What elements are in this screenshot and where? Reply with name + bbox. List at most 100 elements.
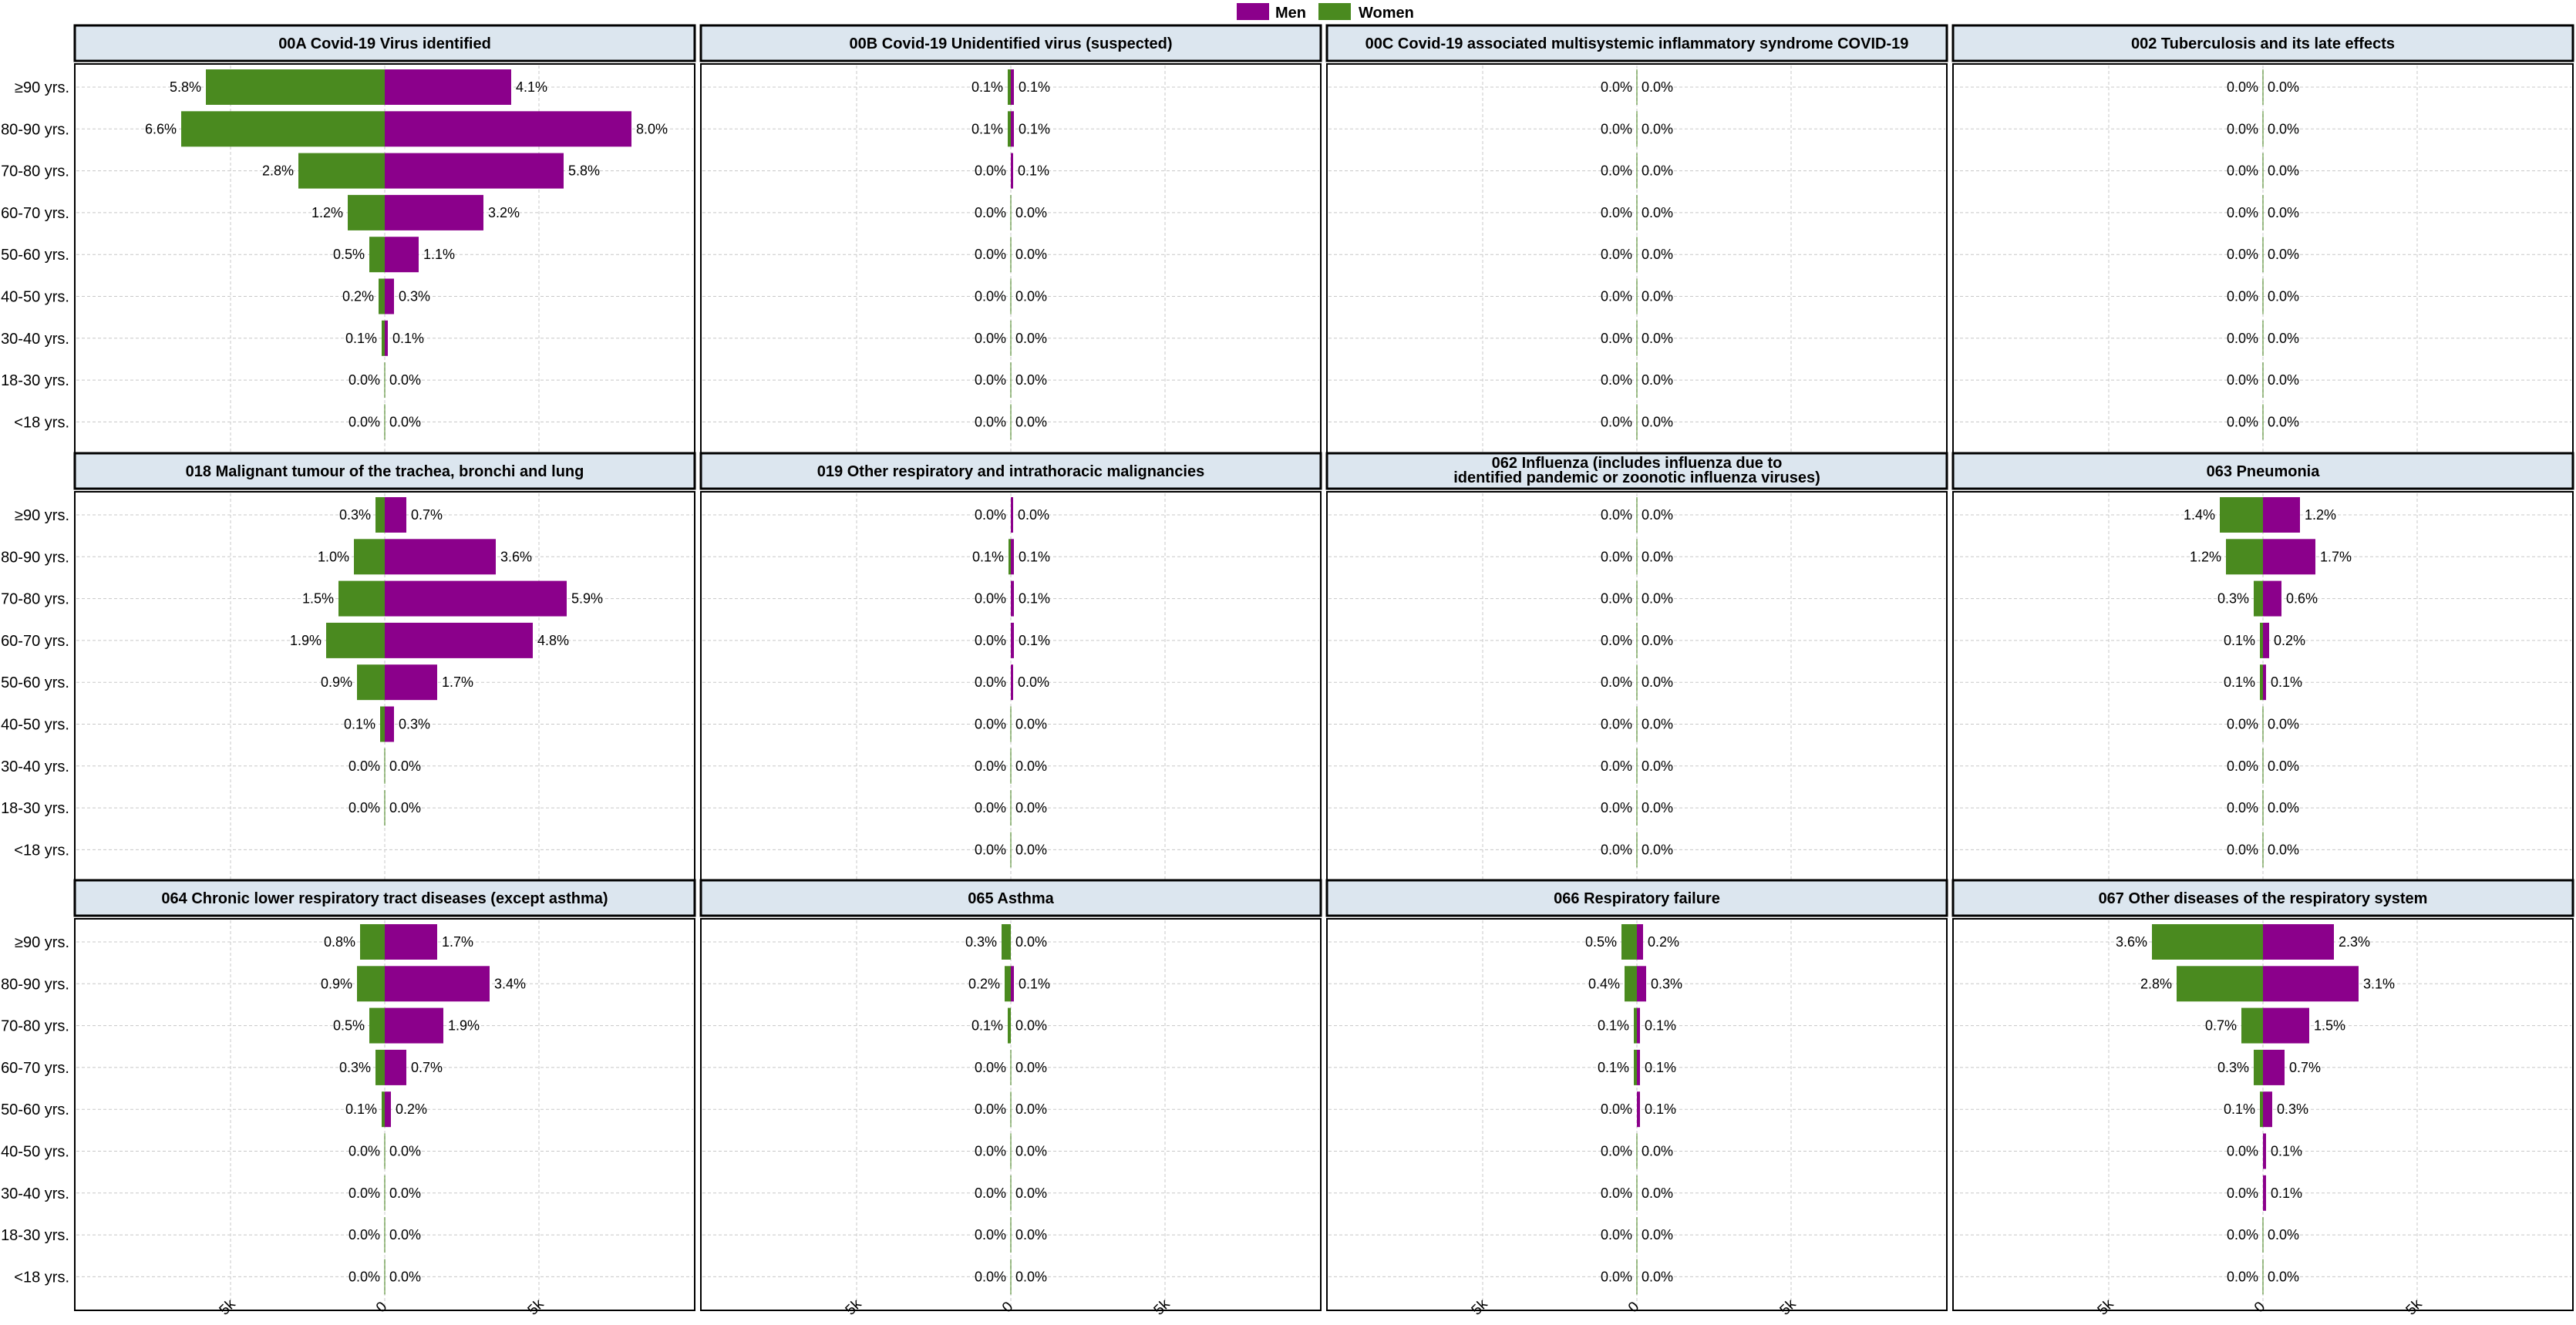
- women-value-label: 0.0%: [975, 507, 1006, 523]
- men-bar: [385, 194, 483, 230]
- men-bar: [1637, 924, 1643, 960]
- women-bar: [2226, 539, 2263, 575]
- panel-title-line: identified pandemic or zoonotic influenz…: [1453, 469, 1820, 486]
- women-bar: [2260, 664, 2263, 701]
- men-bar: [2263, 924, 2334, 960]
- women-value-label: 1.2%: [2190, 549, 2221, 564]
- men-bar: [1011, 580, 1014, 617]
- age-group-label: 60-70 yrs.: [1, 633, 69, 650]
- men-value-label: 0.0%: [1642, 205, 1673, 220]
- women-bar: [2254, 580, 2263, 617]
- women-value-label: 0.1%: [345, 331, 377, 346]
- age-group-label: ≥90 yrs.: [15, 507, 69, 524]
- age-group-label: 30-40 yrs.: [1, 1185, 69, 1202]
- men-value-label: 0.1%: [1019, 591, 1050, 607]
- women-value-label: 0.0%: [1601, 163, 1632, 179]
- women-value-label: 0.0%: [2227, 121, 2258, 136]
- legend-label-men: Men: [1275, 5, 1306, 22]
- men-value-label: 0.0%: [1015, 372, 1047, 388]
- women-bar: [338, 580, 385, 617]
- men-bar: [1637, 1049, 1640, 1085]
- men-bar: [385, 1007, 443, 1044]
- age-group-label: 50-60 yrs.: [1, 1101, 69, 1118]
- panel-header: [73, 452, 696, 490]
- women-value-label: 0.0%: [1601, 79, 1632, 95]
- men-value-label: 8.0%: [636, 121, 668, 136]
- women-value-label: 0.0%: [1601, 331, 1632, 346]
- women-value-label: 0.0%: [2227, 1144, 2258, 1159]
- women-bar: [360, 924, 385, 960]
- men-value-label: 0.0%: [1642, 289, 1673, 304]
- men-bar: [2263, 622, 2269, 658]
- men-value-label: 0.0%: [1642, 717, 1673, 732]
- women-value-label: 0.0%: [975, 331, 1006, 346]
- men-value-label: 0.0%: [1642, 633, 1673, 648]
- men-value-label: 0.0%: [389, 1144, 421, 1159]
- men-value-label: 0.0%: [1015, 414, 1047, 429]
- age-group-label: 40-50 yrs.: [1, 289, 69, 306]
- men-value-label: 0.0%: [1642, 247, 1673, 262]
- women-value-label: 0.3%: [2217, 1060, 2249, 1075]
- age-group-label: <18 yrs.: [14, 414, 69, 431]
- chart-panel: 018 Malignant tumour of the trachea, bro…: [73, 452, 696, 884]
- men-value-label: 0.0%: [1642, 1185, 1673, 1201]
- men-value-label: 0.0%: [2268, 1227, 2299, 1243]
- chart-panel: 00C Covid-19 associated multisystemic in…: [1325, 24, 1948, 456]
- women-bar: [1634, 1007, 1637, 1044]
- men-value-label: 0.1%: [392, 331, 424, 346]
- women-bar: [369, 237, 385, 273]
- women-value-label: 0.0%: [1601, 507, 1632, 523]
- age-group-label: 18-30 yrs.: [1, 372, 69, 389]
- women-value-label: 0.0%: [2227, 372, 2258, 388]
- women-value-label: 0.0%: [975, 674, 1006, 690]
- men-value-label: 0.0%: [389, 758, 421, 774]
- women-value-label: 0.0%: [1601, 591, 1632, 607]
- panel-header: [1325, 452, 1948, 490]
- age-group-label: 70-80 yrs.: [1, 1018, 69, 1035]
- panel-header: [73, 879, 696, 917]
- men-bar: [2263, 497, 2300, 533]
- men-bar: [385, 706, 394, 742]
- age-group-label: 30-40 yrs.: [1, 758, 69, 775]
- women-bar: [375, 497, 385, 533]
- women-value-label: 0.0%: [2227, 1227, 2258, 1243]
- men-value-label: 0.1%: [2271, 1185, 2302, 1201]
- women-value-label: 0.0%: [1601, 549, 1632, 564]
- women-value-label: 0.0%: [2227, 163, 2258, 179]
- women-value-label: 1.4%: [2184, 507, 2215, 523]
- women-value-label: 0.0%: [975, 1227, 1006, 1243]
- women-value-label: 0.0%: [349, 414, 380, 429]
- women-value-label: 0.0%: [975, 1101, 1006, 1117]
- women-bar: [1009, 539, 1011, 575]
- women-value-label: 0.0%: [975, 758, 1006, 774]
- women-value-label: 0.0%: [975, 163, 1006, 179]
- age-group-label: 30-40 yrs.: [1, 331, 69, 348]
- men-value-label: 3.1%: [2363, 976, 2395, 991]
- women-bar: [380, 706, 385, 742]
- men-value-label: 0.2%: [1648, 934, 1679, 950]
- women-value-label: 0.0%: [1601, 247, 1632, 262]
- chart-panel: 067 Other diseases of the respiratory sy…: [1951, 879, 2574, 1311]
- women-value-label: 0.0%: [2227, 289, 2258, 304]
- men-value-label: 1.5%: [2314, 1018, 2345, 1034]
- women-value-label: 0.0%: [349, 800, 380, 816]
- women-bar: [1634, 1049, 1637, 1085]
- women-value-label: 0.0%: [975, 717, 1006, 732]
- men-value-label: 0.0%: [1642, 163, 1673, 179]
- men-value-label: 0.1%: [1019, 79, 1050, 95]
- men-bar: [385, 1049, 406, 1085]
- men-bar: [1011, 69, 1014, 105]
- men-bar: [2263, 966, 2359, 1002]
- chart-panel: 00B Covid-19 Unidentified virus (suspect…: [699, 24, 1322, 456]
- women-value-label: 1.9%: [290, 633, 322, 648]
- women-value-label: 0.0%: [2227, 717, 2258, 732]
- women-value-label: 0.0%: [1601, 1269, 1632, 1284]
- women-bar: [298, 153, 385, 189]
- women-bar: [357, 966, 385, 1002]
- men-value-label: 3.6%: [500, 549, 532, 564]
- men-value-label: 1.7%: [442, 934, 473, 950]
- men-value-label: 0.0%: [1018, 507, 1049, 523]
- women-value-label: 3.6%: [2116, 934, 2147, 950]
- men-bar: [2263, 1049, 2285, 1085]
